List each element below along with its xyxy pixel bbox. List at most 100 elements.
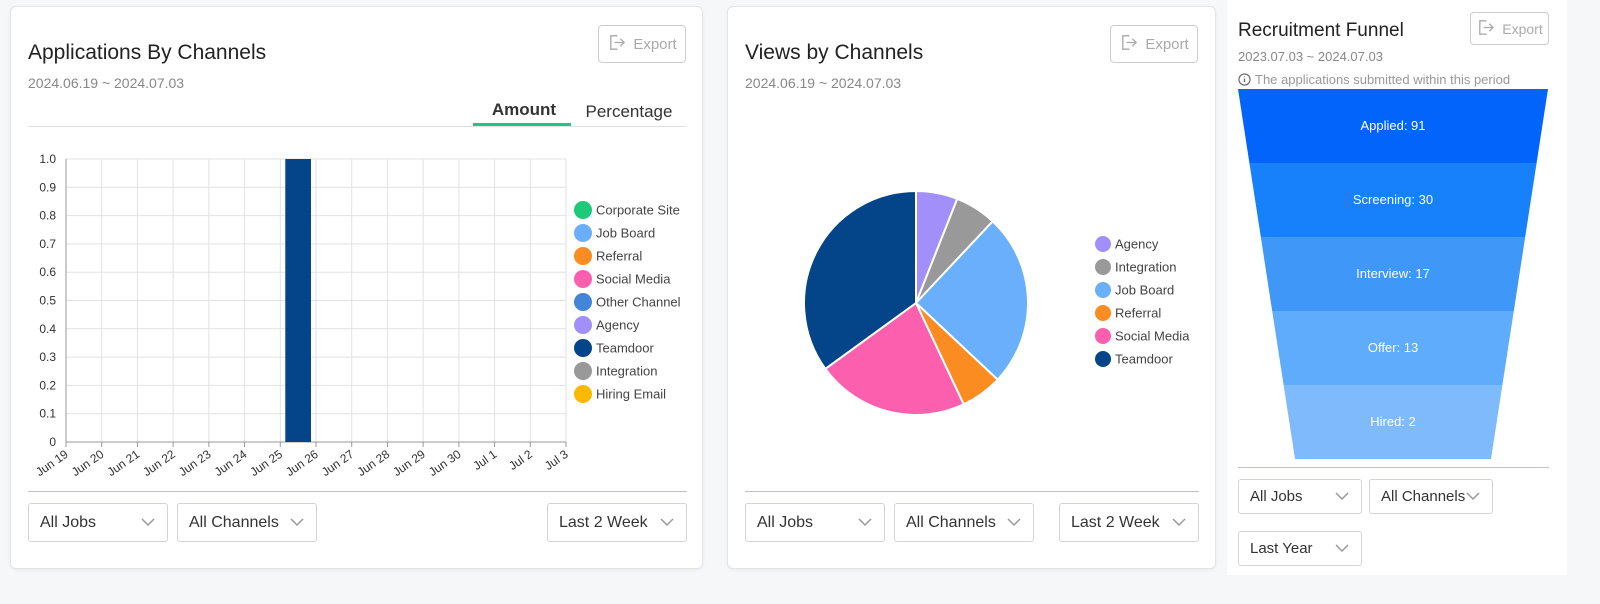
jobs-dropdown-value: All Jobs bbox=[1250, 488, 1303, 505]
y-tick-label: 0.6 bbox=[39, 265, 56, 279]
chevron-down-icon bbox=[1466, 492, 1480, 501]
legend-label: Agency bbox=[596, 318, 640, 333]
legend-label: Teamdoor bbox=[596, 341, 654, 356]
y-tick-label: 0.8 bbox=[39, 209, 56, 223]
channels-dropdown-value: All Channels bbox=[189, 513, 279, 531]
card-title: Views by Channels bbox=[745, 41, 924, 64]
active-tab-indicator bbox=[473, 123, 571, 126]
funnel-stage bbox=[1260, 237, 1526, 311]
x-tick-label: Jun 20 bbox=[69, 447, 107, 479]
funnel-stage-label: Screening: 30 bbox=[1353, 192, 1433, 207]
legend-marker bbox=[574, 385, 592, 403]
legend-marker bbox=[574, 270, 592, 288]
tabs-divider bbox=[28, 126, 687, 127]
legend-label: Hiring Email bbox=[596, 387, 666, 402]
legend-label: Teamdoor bbox=[1115, 352, 1173, 367]
y-tick-label: 0.3 bbox=[39, 350, 56, 364]
chevron-down-icon bbox=[858, 518, 872, 527]
x-tick-label: Jun 29 bbox=[390, 447, 428, 479]
funnel-stage-label: Interview: 17 bbox=[1356, 266, 1430, 281]
x-tick-label: Jun 24 bbox=[212, 447, 250, 479]
legend-label: Agency bbox=[1115, 237, 1159, 252]
channels-dropdown-value: All Channels bbox=[1381, 488, 1466, 505]
x-tick-label: Jun 23 bbox=[176, 447, 214, 479]
x-tick-label: Jul 3 bbox=[542, 447, 571, 473]
x-tick-label: Jul 2 bbox=[506, 447, 535, 473]
period-dropdown[interactable]: Last 2 Week bbox=[547, 503, 687, 542]
tab-amount[interactable]: Amount bbox=[491, 100, 557, 119]
export-icon bbox=[1476, 18, 1495, 40]
card-title: Recruitment Funnel bbox=[1238, 20, 1404, 41]
chevron-down-icon bbox=[1007, 518, 1021, 527]
x-tick-label: Jun 27 bbox=[319, 447, 357, 479]
date-range: 2023.07.03 ~ 2024.07.03 bbox=[1238, 49, 1383, 64]
legend-label: Integration bbox=[596, 364, 657, 379]
legend-label: Referral bbox=[596, 249, 642, 264]
filters-divider bbox=[1238, 467, 1549, 468]
applications-card: Applications By Channels 2024.06.19 ~ 20… bbox=[10, 6, 703, 569]
legend-marker bbox=[574, 201, 592, 219]
legend-marker bbox=[1095, 305, 1111, 321]
legend-label: Other Channel bbox=[596, 295, 681, 310]
export-button[interactable]: Export bbox=[598, 25, 686, 63]
chevron-down-icon bbox=[1335, 492, 1349, 501]
legend-marker bbox=[1095, 328, 1111, 344]
channels-dropdown[interactable]: All Channels bbox=[1369, 479, 1493, 514]
export-label: Export bbox=[633, 35, 677, 53]
legend-marker bbox=[1095, 259, 1111, 275]
period-dropdown[interactable]: Last Year bbox=[1238, 531, 1362, 566]
legend-marker bbox=[574, 247, 592, 265]
legend-marker bbox=[574, 293, 592, 311]
bar bbox=[285, 159, 311, 442]
channels-dropdown-value: All Channels bbox=[906, 513, 996, 531]
date-range: 2024.06.19 ~ 2024.07.03 bbox=[745, 75, 902, 91]
legend-marker bbox=[1095, 282, 1111, 298]
legend-label: Corporate Site bbox=[596, 203, 680, 218]
info-note: The applications submitted within this p… bbox=[1238, 72, 1510, 87]
chevron-down-icon bbox=[1172, 518, 1186, 527]
date-range: 2024.06.19 ~ 2024.07.03 bbox=[28, 75, 185, 91]
legend-label: Social Media bbox=[596, 272, 671, 287]
chevron-down-icon bbox=[1335, 544, 1349, 553]
y-tick-label: 0.7 bbox=[39, 237, 56, 251]
funnel-stage bbox=[1283, 385, 1503, 459]
x-tick-label: Jun 22 bbox=[140, 447, 178, 479]
channels-dropdown[interactable]: All Channels bbox=[177, 503, 317, 542]
pie-chart: Agency Integration Job Board Referral Social… bbox=[803, 189, 1190, 416]
legend-marker bbox=[574, 362, 592, 380]
info-text: The applications submitted within this p… bbox=[1255, 72, 1511, 87]
legend-label: Social Media bbox=[1115, 329, 1190, 344]
x-tick-label: Jun 25 bbox=[247, 447, 285, 479]
x-tick-label: Jun 28 bbox=[355, 447, 393, 479]
legend-label: Job Board bbox=[596, 226, 655, 241]
y-tick-label: 0.2 bbox=[39, 378, 56, 392]
y-tick-label: 0.9 bbox=[39, 180, 56, 194]
channels-dropdown[interactable]: All Channels bbox=[894, 503, 1034, 542]
y-tick-label: 0.1 bbox=[39, 407, 56, 421]
period-dropdown-value: Last 2 Week bbox=[1071, 513, 1160, 531]
funnel-card: Recruitment Funnel 2023.07.03 ~ 2024.07.… bbox=[1227, 0, 1567, 575]
filters-divider bbox=[28, 491, 687, 492]
y-tick-label: 1.0 bbox=[39, 152, 56, 166]
x-tick-label: Jul 1 bbox=[470, 447, 499, 473]
legend-marker bbox=[1095, 236, 1111, 252]
chevron-down-icon bbox=[660, 518, 674, 527]
funnel-stage-label: Offer: 13 bbox=[1368, 340, 1418, 355]
legend-label: Job Board bbox=[1115, 283, 1174, 298]
tab-percentage[interactable]: Percentage bbox=[585, 102, 673, 121]
jobs-dropdown[interactable]: All Jobs bbox=[745, 503, 885, 542]
chevron-down-icon bbox=[141, 518, 155, 527]
jobs-dropdown[interactable]: All Jobs bbox=[1238, 479, 1362, 514]
x-tick-label: Jun 26 bbox=[283, 447, 321, 479]
x-tick-label: Jun 30 bbox=[426, 447, 464, 479]
export-button[interactable]: Export bbox=[1110, 25, 1198, 63]
period-dropdown[interactable]: Last 2 Week bbox=[1059, 503, 1199, 542]
export-label: Export bbox=[1145, 35, 1189, 53]
pie-slice bbox=[914, 219, 1029, 382]
jobs-dropdown[interactable]: All Jobs bbox=[28, 503, 168, 542]
export-button[interactable]: Export bbox=[1470, 12, 1549, 45]
period-dropdown-value: Last 2 Week bbox=[559, 513, 648, 531]
period-dropdown-value: Last Year bbox=[1250, 540, 1313, 557]
y-tick-label: 0.5 bbox=[39, 294, 56, 308]
